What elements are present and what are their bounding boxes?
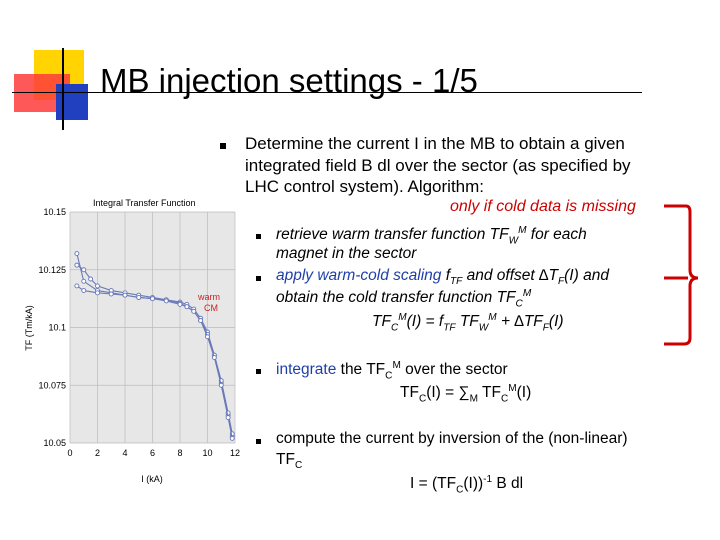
sub-bullet-4-formula: I = (TFC(I))-1 B dl	[410, 474, 524, 496]
sub-bullet-1-line-1: retrieve warm transfer function TFWM for…	[276, 225, 587, 247]
slide-title: MB injection settings - 1/5	[100, 62, 478, 99]
sub-bullet-marker-4	[256, 439, 261, 444]
sub-bullet-marker-2	[256, 276, 261, 281]
x-tick-label: 10	[202, 448, 212, 458]
decor-blue-square	[56, 84, 88, 120]
series-point	[191, 308, 197, 314]
transfer-function-chart: Integral Transfer Function 10.0510.07510…	[24, 198, 240, 484]
sub-bullet-4-line-1: compute the current by inversion of the …	[276, 430, 628, 447]
chart-y-axis-label: TF (Tm/kA)	[24, 305, 34, 351]
series-point	[74, 283, 80, 289]
chart-annotation-warm: warm	[197, 292, 220, 302]
x-tick-label: 2	[95, 448, 100, 458]
chart-annotation-cm: CM	[204, 303, 218, 313]
main-bullet-line-3: LHC control system). Algorithm:	[245, 177, 485, 196]
y-tick-label: 10.075	[38, 380, 66, 390]
series-point	[218, 382, 224, 388]
series-point	[81, 278, 87, 284]
decor-horizontal-line	[12, 92, 642, 93]
x-tick-label: 0	[67, 448, 72, 458]
chart-grid	[69, 211, 236, 444]
series-point	[163, 298, 169, 304]
chart-x-axis-label: I (kA)	[141, 474, 163, 484]
series-point	[225, 415, 231, 421]
series-point	[95, 290, 100, 296]
sub-bullet-3-line-1: integrate the TFCM over the sector	[276, 360, 508, 382]
y-tick-label: 10.05	[43, 438, 66, 448]
chart-title: Integral Transfer Function	[93, 198, 196, 208]
series-point	[74, 262, 80, 268]
sub-bullet-2-formula: TFCM(I) = fTF TFWM + ∆TFF(I)	[372, 312, 564, 334]
sub-bullet-1-line-2: magnet in the sector	[276, 245, 417, 262]
y-tick-label: 10.15	[43, 207, 66, 217]
sub-bullet-2-line-2: obtain the cold transfer function TFCM	[276, 288, 532, 310]
sub-bullet-4-line-2: TFC	[276, 451, 303, 472]
series-point	[88, 276, 94, 282]
y-tick-label: 10.125	[38, 265, 66, 275]
main-bullet-line-2: integrated field B dl over the sector (a…	[245, 156, 631, 175]
x-tick-label: 6	[150, 448, 155, 458]
x-tick-label: 4	[122, 448, 127, 458]
series-point	[205, 334, 210, 340]
chart-series	[74, 251, 235, 441]
sub-bullet-marker-3	[256, 369, 261, 374]
series-point	[81, 288, 87, 293]
sub-bullet-marker-1	[256, 234, 261, 239]
series-point	[184, 304, 190, 310]
series-point	[177, 301, 183, 307]
sub-bullet-2-line-1: apply warm-cold scaling fTF and offset ∆…	[276, 267, 609, 288]
series-point	[81, 267, 87, 273]
series-point	[108, 291, 114, 297]
cold-data-bracket	[664, 204, 699, 346]
chart-y-ticks: 10.05 10.075 10.1 10.125 10.15	[38, 207, 66, 448]
series-point	[95, 283, 100, 289]
cold-data-note: only if cold data is missing	[450, 198, 636, 215]
y-tick-label: 10.1	[48, 323, 66, 333]
x-tick-label: 8	[177, 448, 182, 458]
decor-vertical-line	[62, 48, 64, 130]
series-point	[150, 296, 155, 302]
bracket-right-brace	[664, 204, 699, 346]
main-bullet-marker	[220, 143, 226, 149]
chart-x-ticks: 0 2 4 6 8 10 12	[67, 448, 240, 458]
series-point	[229, 435, 235, 441]
series-point	[122, 292, 128, 298]
series-point	[198, 318, 204, 324]
series-point	[74, 251, 80, 257]
sub-bullet-3-formula: TFC(I) = ∑M TFCM(I)	[400, 383, 532, 405]
series-point	[136, 295, 142, 300]
x-tick-label: 12	[230, 448, 240, 458]
main-bullet-line-1: Determine the current I in the MB to obt…	[245, 134, 625, 153]
series-point	[211, 355, 217, 360]
